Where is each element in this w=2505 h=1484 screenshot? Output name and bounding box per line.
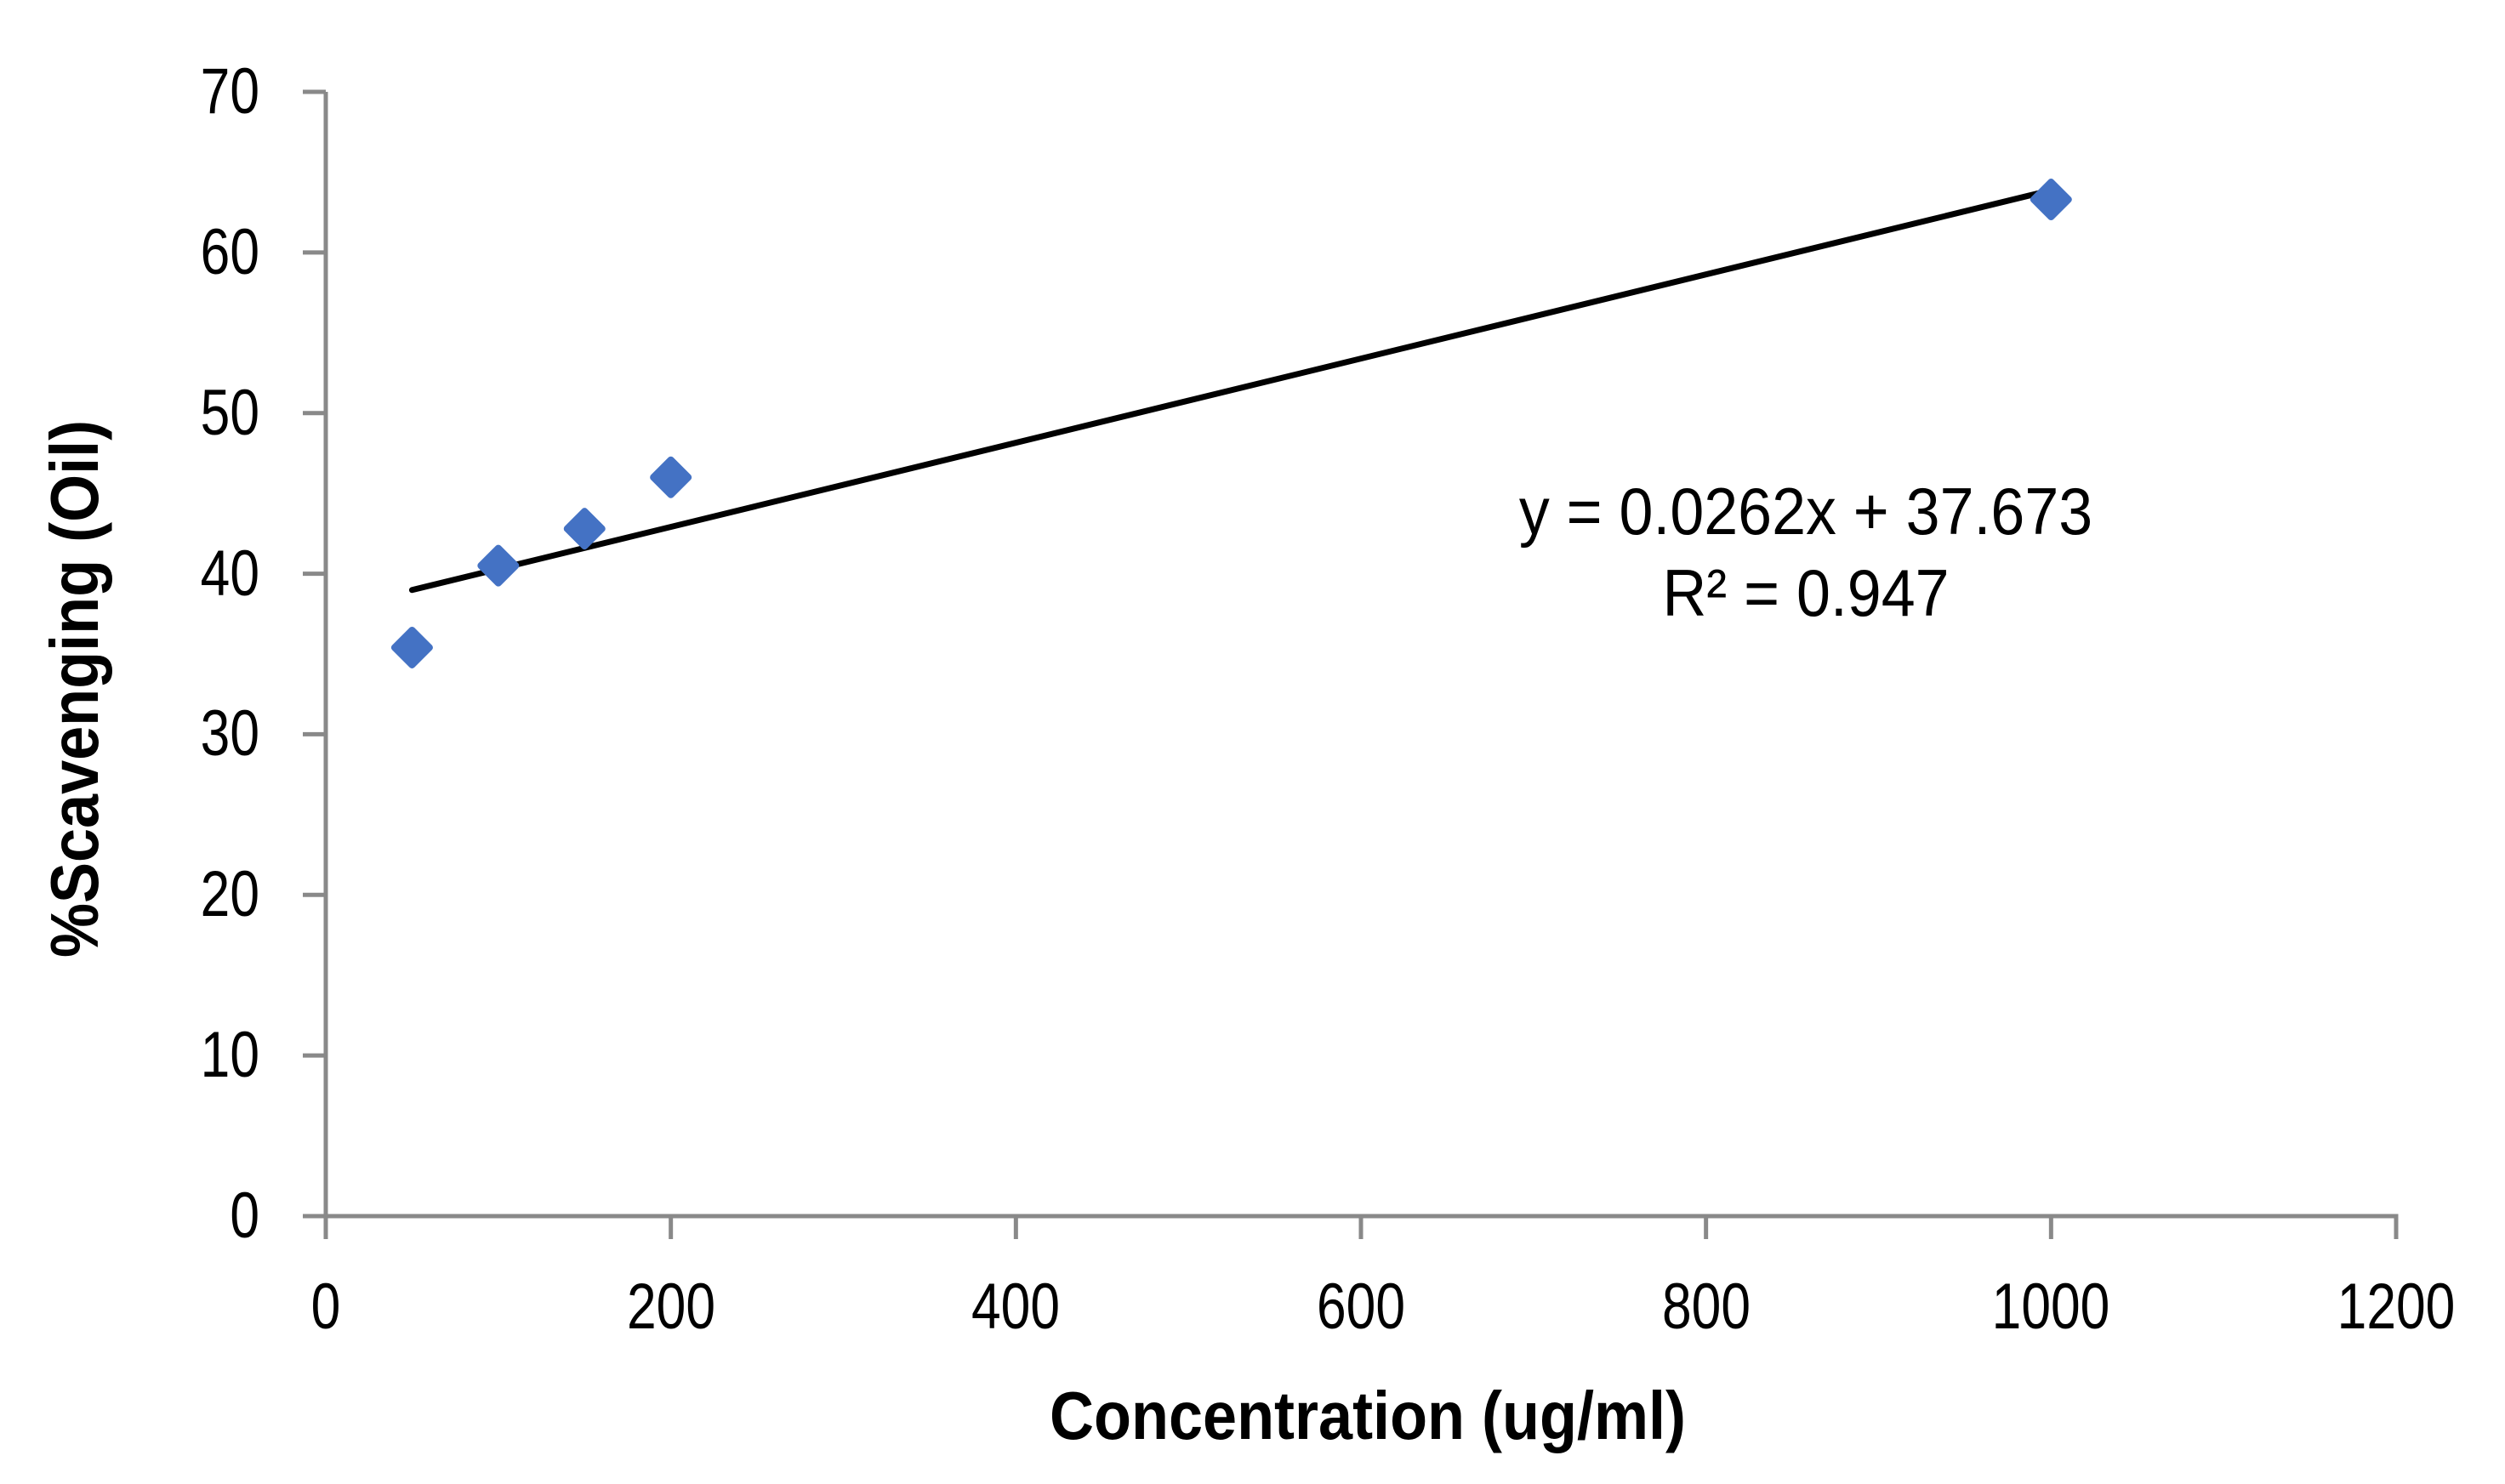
x-tick-label: 200	[626, 1271, 715, 1343]
y-tick-label: 10	[200, 1019, 259, 1092]
x-tick-label: 0	[310, 1271, 341, 1343]
y-tick-label: 70	[200, 55, 259, 128]
x-axis-title: Concentration (ug/ml)	[1050, 1378, 1686, 1453]
data-point-marker	[650, 456, 692, 498]
data-point-marker	[563, 508, 606, 550]
data-point-marker	[477, 544, 520, 587]
trendline	[408, 187, 2054, 594]
x-tick-label: 600	[1317, 1271, 1405, 1343]
y-axis-title: %Scavenging (Oil)	[37, 419, 112, 958]
data-point-marker	[390, 626, 433, 668]
x-tick-label: 1000	[1991, 1271, 2110, 1343]
y-tick-label: 0	[230, 1180, 259, 1252]
trendline-r-squared: R² = 0.947	[1662, 555, 1950, 630]
y-tick-label: 60	[200, 215, 259, 288]
y-tick-label: 40	[200, 537, 259, 610]
y-tick-label: 50	[200, 376, 259, 449]
x-tick-label: 400	[971, 1271, 1061, 1343]
x-tick-label: 1200	[2337, 1271, 2456, 1343]
trendline-equation: y = 0.0262x + 37.673	[1518, 474, 2093, 549]
y-tick-label: 20	[200, 858, 259, 931]
x-tick-label: 800	[1661, 1271, 1751, 1343]
trendline-annotation: y = 0.0262x + 37.673 R² = 0.947	[1297, 470, 2314, 634]
y-tick-label: 30	[200, 697, 259, 770]
data-point-marker	[2030, 179, 2072, 221]
